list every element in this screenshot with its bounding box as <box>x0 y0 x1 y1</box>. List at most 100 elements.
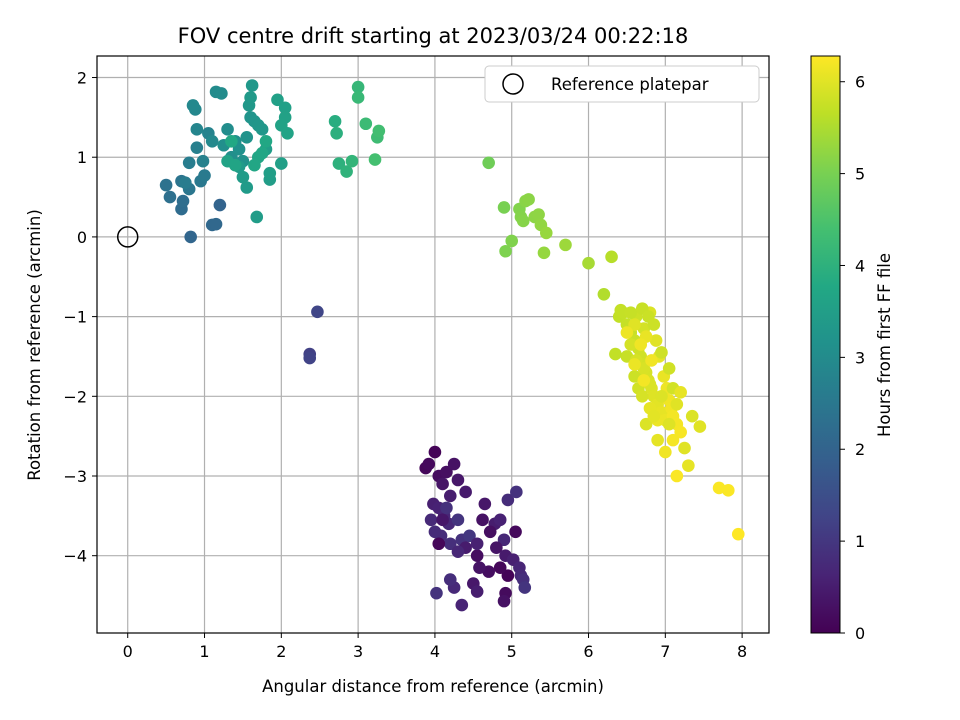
data-point <box>455 598 469 612</box>
x-tick-label: 8 <box>737 642 747 661</box>
y-tick-label: −1 <box>63 308 87 327</box>
colorbar <box>810 55 841 634</box>
data-point <box>351 91 365 104</box>
data-point <box>281 127 294 140</box>
data-point <box>522 193 535 206</box>
data-point <box>639 417 653 431</box>
legend-marker-icon <box>502 73 524 95</box>
data-point <box>651 433 664 447</box>
colorbar-tick-label: 5 <box>855 165 865 184</box>
data-point <box>275 157 288 170</box>
data-point <box>649 334 663 347</box>
data-point <box>190 141 204 154</box>
data-point <box>244 91 257 104</box>
data-point <box>470 549 484 562</box>
legend: Reference platepar <box>484 65 760 103</box>
x-tick-label: 4 <box>430 642 440 661</box>
data-point <box>483 525 497 539</box>
data-point <box>655 390 668 403</box>
data-point <box>359 117 373 131</box>
data-point <box>470 537 484 551</box>
data-point <box>609 347 622 361</box>
data-point <box>497 594 511 608</box>
x-axis-label: Angular distance from reference (arcmin) <box>262 677 604 696</box>
data-point <box>176 194 190 208</box>
x-tick-label: 7 <box>660 642 670 661</box>
data-point <box>232 142 246 156</box>
colorbar-tick-label: 1 <box>855 532 865 551</box>
colorbar-tick-label: 4 <box>855 256 865 275</box>
data-point <box>605 250 618 264</box>
data-point <box>332 157 346 170</box>
data-point <box>628 318 641 331</box>
data-point <box>499 244 512 258</box>
x-tick-label: 2 <box>276 642 286 661</box>
data-point <box>597 287 611 301</box>
data-point <box>539 226 553 240</box>
data-point <box>670 397 684 411</box>
data-point <box>436 477 449 491</box>
data-point <box>678 441 691 455</box>
data-point <box>186 99 200 112</box>
data-point <box>340 165 353 178</box>
data-point <box>497 201 511 214</box>
chart-title: FOV centre drift starting at 2023/03/24 … <box>178 24 689 48</box>
y-tick-label: −2 <box>63 387 87 406</box>
data-point <box>248 158 261 172</box>
data-point <box>497 533 511 547</box>
data-point <box>440 501 453 515</box>
reference-platepar-marker <box>116 226 139 248</box>
data-point <box>330 127 343 140</box>
data-point <box>368 153 382 166</box>
data-point <box>674 386 687 399</box>
y-tick-label: 2 <box>77 69 87 88</box>
data-point <box>196 154 210 168</box>
data-point <box>537 246 551 260</box>
data-point <box>278 101 292 115</box>
data-point <box>624 306 638 319</box>
data-point <box>263 166 277 180</box>
data-point <box>432 537 446 551</box>
legend-label: Reference platepar <box>551 75 709 94</box>
data-point <box>501 493 515 507</box>
data-point <box>635 390 649 403</box>
data-point <box>159 178 173 192</box>
data-point <box>451 513 465 527</box>
data-point <box>228 158 242 172</box>
colorbar-label: Hours from first FF file <box>875 253 894 437</box>
data-point <box>182 156 196 170</box>
data-point <box>670 469 684 483</box>
x-tick-label: 0 <box>123 642 133 661</box>
data-point <box>659 445 672 459</box>
data-point <box>478 497 492 511</box>
data-point <box>516 214 530 228</box>
colorbar-tick-label: 2 <box>855 440 865 459</box>
data-point <box>666 433 680 447</box>
y-tick-label: −3 <box>63 467 87 486</box>
data-point <box>493 561 507 574</box>
data-point <box>240 130 254 144</box>
data-point <box>443 489 457 503</box>
data-point <box>163 190 177 204</box>
data-point <box>198 169 211 182</box>
data-point <box>430 586 443 600</box>
data-point <box>620 326 634 339</box>
data-points <box>159 79 745 612</box>
x-tick-label: 6 <box>583 642 593 661</box>
x-tick-label: 5 <box>507 642 517 661</box>
colorbar-tick-label: 3 <box>855 348 865 367</box>
data-point <box>628 358 641 371</box>
data-point <box>184 230 197 244</box>
data-point <box>190 123 204 136</box>
data-point <box>436 513 449 527</box>
data-point <box>559 238 572 252</box>
data-point <box>634 338 648 351</box>
data-point <box>721 484 735 497</box>
data-point <box>236 170 250 184</box>
data-point <box>463 529 476 543</box>
data-point <box>259 134 273 148</box>
data-point <box>255 123 269 136</box>
data-point <box>205 134 219 148</box>
data-point <box>447 457 461 471</box>
